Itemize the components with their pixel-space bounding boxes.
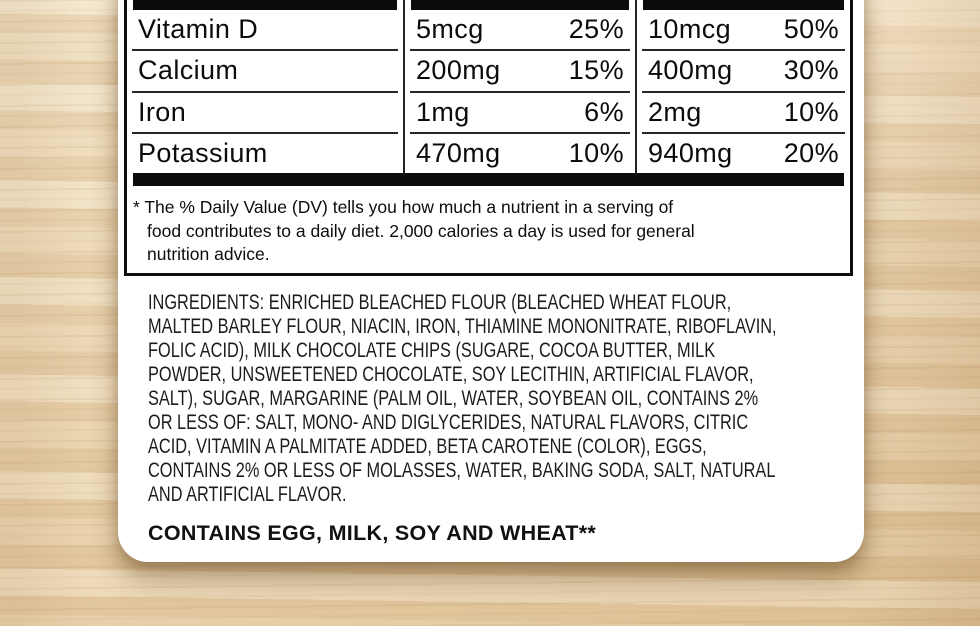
serving-values-row: 470mg 10%: [410, 131, 630, 173]
ingredients-line: AND ARTIFICIAL FLAVOR.: [148, 482, 347, 506]
allergen-statement: CONTAINS EGG, MILK, SOY AND WHEAT**: [148, 521, 597, 545]
amount-value: 1mg: [416, 96, 470, 127]
ingredients-line: MALTED BARLEY FLOUR, NIACIN, IRON, THIAM…: [148, 314, 777, 338]
amount-value: 470mg: [416, 137, 501, 168]
table-top-bar: [643, 0, 844, 10]
ingredients-line: POWDER, UNSWEETENED CHOCOLATE, SOY LECIT…: [148, 362, 754, 386]
ingredients-line: CONTAINS 2% OR LESS OF MOLASSES, WATER, …: [148, 458, 776, 482]
nutrient-name-column: Vitamin D Calcium Iron Potassium: [127, 0, 403, 173]
serving-values-row: 1mg 6%: [410, 90, 630, 132]
nutrient-name: Potassium: [132, 131, 398, 173]
container-values-row: 10mcg 50%: [642, 10, 845, 49]
amount-value: 2mg: [648, 96, 702, 127]
dv-value: 20%: [783, 137, 839, 168]
amount-value: 200mg: [416, 55, 501, 86]
dv-value: 10%: [568, 137, 624, 168]
footnote-line: * The % Daily Value (DV) tells you how m…: [133, 197, 674, 217]
footnote-line: nutrition advice.: [147, 244, 270, 264]
amount-value: 940mg: [648, 137, 733, 168]
column-divider: [635, 0, 637, 173]
amount-value: 10mcg: [648, 14, 732, 45]
ingredients-paragraph: INGREDIENTS: ENRICHED BLEACHED FLOUR (BL…: [148, 290, 777, 506]
serving-values-row: 5mcg 25%: [410, 10, 630, 49]
ingredients-line: SALT), SUGAR, MARGARINE (PALM OIL, WATER…: [148, 386, 759, 410]
table-top-bar: [133, 0, 397, 10]
ingredients-line: FOLIC ACID), MILK CHOCOLATE CHIPS (SUGAR…: [148, 338, 716, 362]
column-divider: [403, 0, 405, 173]
serving-values-row: 200mg 15%: [410, 49, 630, 90]
daily-value-footnote: * The % Daily Value (DV) tells you how m…: [127, 186, 850, 267]
table-top-bar: [411, 0, 629, 10]
nutrient-name: Calcium: [132, 49, 398, 90]
dv-value: 6%: [584, 96, 624, 127]
dv-value: 15%: [568, 55, 624, 86]
nutrient-name: Vitamin D: [138, 14, 259, 45]
dv-value: 10%: [783, 96, 839, 127]
footnote-line: food contributes to a daily diet. 2,000 …: [147, 220, 695, 241]
amount-value: 400mg: [648, 55, 733, 86]
nutrient-name: Iron: [132, 90, 398, 132]
ingredients-line: ACID, VITAMIN A PALMITATE ADDED, BETA CA…: [148, 434, 707, 458]
dv-value: 50%: [783, 14, 839, 45]
per-container-column: 10mcg 50% 400mg 30% 2mg 10% 940mg 20%: [637, 0, 850, 173]
container-values-row: 940mg 20%: [642, 131, 845, 173]
dv-value: 30%: [783, 55, 839, 86]
nutrient-table: Vitamin D Calcium Iron Potassium 5mcg 25…: [127, 0, 850, 173]
thick-separator-bar: [133, 173, 844, 186]
per-serving-column: 5mcg 25% 200mg 15% 1mg 6% 470mg 10%: [405, 0, 635, 173]
dv-value: 25%: [568, 14, 624, 45]
container-values-row: 2mg 10%: [642, 90, 845, 132]
container-values-row: 400mg 30%: [642, 49, 845, 90]
ingredients-line: INGREDIENTS: ENRICHED BLEACHED FLOUR (BL…: [148, 290, 732, 314]
nutrition-facts-box: Vitamin D Calcium Iron Potassium 5mcg 25…: [124, 0, 853, 276]
ingredients-line: OR LESS OF: SALT, MONO- AND DIGLYCERIDES…: [148, 410, 749, 434]
amount-value: 5mcg: [416, 14, 484, 45]
